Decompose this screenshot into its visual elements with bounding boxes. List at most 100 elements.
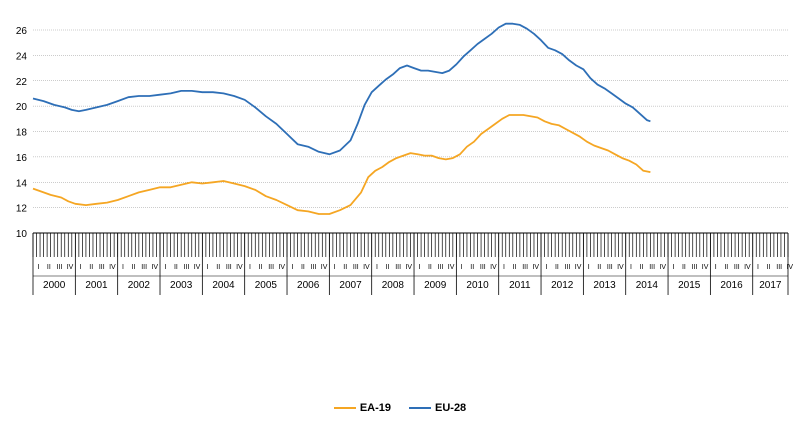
x-quarter-label: I	[757, 264, 759, 271]
x-quarter-label: II	[597, 264, 601, 271]
x-quarter-label: III	[395, 264, 401, 271]
x-quarter-label: III	[141, 264, 147, 271]
y-tick-label: 18	[16, 128, 28, 139]
x-quarter-label: III	[99, 264, 105, 271]
x-quarter-label: I	[503, 264, 505, 271]
y-tick-label: 20	[16, 102, 28, 113]
x-year-label: 2016	[720, 280, 743, 291]
x-quarter-label: III	[480, 264, 486, 271]
y-tick-label: 26	[16, 26, 28, 37]
x-quarter-label: III	[57, 264, 63, 271]
x-quarter-label: II	[47, 264, 51, 271]
x-year-label: 2005	[255, 280, 278, 291]
x-quarter-label: III	[438, 264, 444, 271]
x-quarter-label: IV	[151, 264, 158, 271]
x-quarter-label: I	[545, 264, 547, 271]
legend-swatch-ea19	[333, 407, 356, 409]
x-quarter-label: IV	[617, 264, 624, 271]
x-quarter-label: II	[301, 264, 305, 271]
x-quarter-label: II	[513, 264, 517, 271]
x-quarter-label: IV	[67, 264, 74, 271]
y-tick-label: 12	[16, 204, 28, 215]
x-quarter-label: III	[692, 264, 698, 271]
x-quarter-label: I	[715, 264, 717, 271]
x-quarter-label: I	[334, 264, 336, 271]
x-quarter-label: IV	[194, 264, 201, 271]
x-quarter-label: I	[37, 264, 39, 271]
x-quarter-label: IV	[490, 264, 497, 271]
legend-swatch-eu28	[409, 407, 431, 409]
x-quarter-label: I	[461, 264, 463, 271]
legend-item-ea19: EA-19	[333, 402, 391, 414]
x-quarter-label: IV	[321, 264, 328, 271]
x-quarter-label: III	[776, 264, 782, 271]
x-quarter-label: III	[184, 264, 190, 271]
y-tick-label: 16	[16, 153, 28, 164]
x-quarter-label: III	[734, 264, 740, 271]
x-quarter-label: I	[291, 264, 293, 271]
legend-label-eu28: EU-28	[435, 402, 467, 414]
x-quarter-label: II	[132, 264, 136, 271]
x-quarter-label: I	[164, 264, 166, 271]
x-quarter-label: I	[376, 264, 378, 271]
x-quarter-label: IV	[744, 264, 751, 271]
y-tick-label: 22	[16, 77, 28, 88]
series-line-eu28	[32, 22, 651, 156]
x-year-label: 2017	[759, 280, 782, 291]
x-quarter-label: III	[226, 264, 232, 271]
x-year-label: 2012	[551, 280, 574, 291]
y-tick-label: 24	[16, 51, 28, 62]
x-quarter-label: III	[311, 264, 317, 271]
x-year-label: 2015	[678, 280, 701, 291]
x-quarter-label: IV	[278, 264, 285, 271]
x-quarter-label: IV	[448, 264, 455, 271]
x-quarter-label: I	[80, 264, 82, 271]
x-quarter-label: III	[353, 264, 359, 271]
x-quarter-label: II	[682, 264, 686, 271]
x-quarter-label: II	[343, 264, 347, 271]
x-quarter-label: II	[767, 264, 771, 271]
x-quarter-label: IV	[236, 264, 243, 271]
x-year-label: 2004	[212, 280, 235, 291]
x-year-label: 2001	[85, 280, 108, 291]
x-quarter-label: II	[216, 264, 220, 271]
x-year-label: 2011	[509, 280, 531, 291]
x-quarter-label: III	[607, 264, 613, 271]
x-quarter-label: III	[565, 264, 571, 271]
x-quarter-label: III	[522, 264, 528, 271]
x-quarter-label: I	[122, 264, 124, 271]
x-year-label: 2007	[339, 280, 362, 291]
x-quarter-label: I	[588, 264, 590, 271]
series-line-ea19	[32, 114, 651, 215]
x-quarter-label: IV	[405, 264, 412, 271]
x-quarter-label: IV	[575, 264, 582, 271]
y-tick-label: 14	[16, 178, 28, 189]
x-year-label: 2009	[424, 280, 447, 291]
x-quarter-label: IV	[363, 264, 370, 271]
x-quarter-label: IV	[702, 264, 709, 271]
legend-label-ea19: EA-19	[359, 402, 391, 414]
y-tick-label: 10	[16, 229, 28, 240]
x-year-label: 2000	[43, 280, 66, 291]
x-quarter-label: IV	[109, 264, 116, 271]
x-quarter-label: II	[174, 264, 178, 271]
x-quarter-label: II	[428, 264, 432, 271]
x-quarter-label: I	[630, 264, 632, 271]
x-year-label: 2013	[593, 280, 616, 291]
x-year-label: 2002	[128, 280, 151, 291]
x-quarter-label: I	[672, 264, 674, 271]
x-quarter-label: II	[724, 264, 728, 271]
x-quarter-label: III	[649, 264, 655, 271]
x-quarter-label: II	[470, 264, 474, 271]
x-year-label: 2008	[382, 280, 405, 291]
legend-item-eu28: EU-28	[409, 402, 466, 414]
x-quarter-label: I	[249, 264, 251, 271]
x-quarter-label: II	[259, 264, 263, 271]
x-quarter-label: IV	[532, 264, 539, 271]
chart-legend: EA-19 EU-28	[0, 398, 800, 418]
x-quarter-label: IV	[786, 264, 793, 271]
x-year-label: 2014	[636, 280, 659, 291]
x-quarter-label: III	[268, 264, 274, 271]
x-quarter-label: I	[207, 264, 209, 271]
